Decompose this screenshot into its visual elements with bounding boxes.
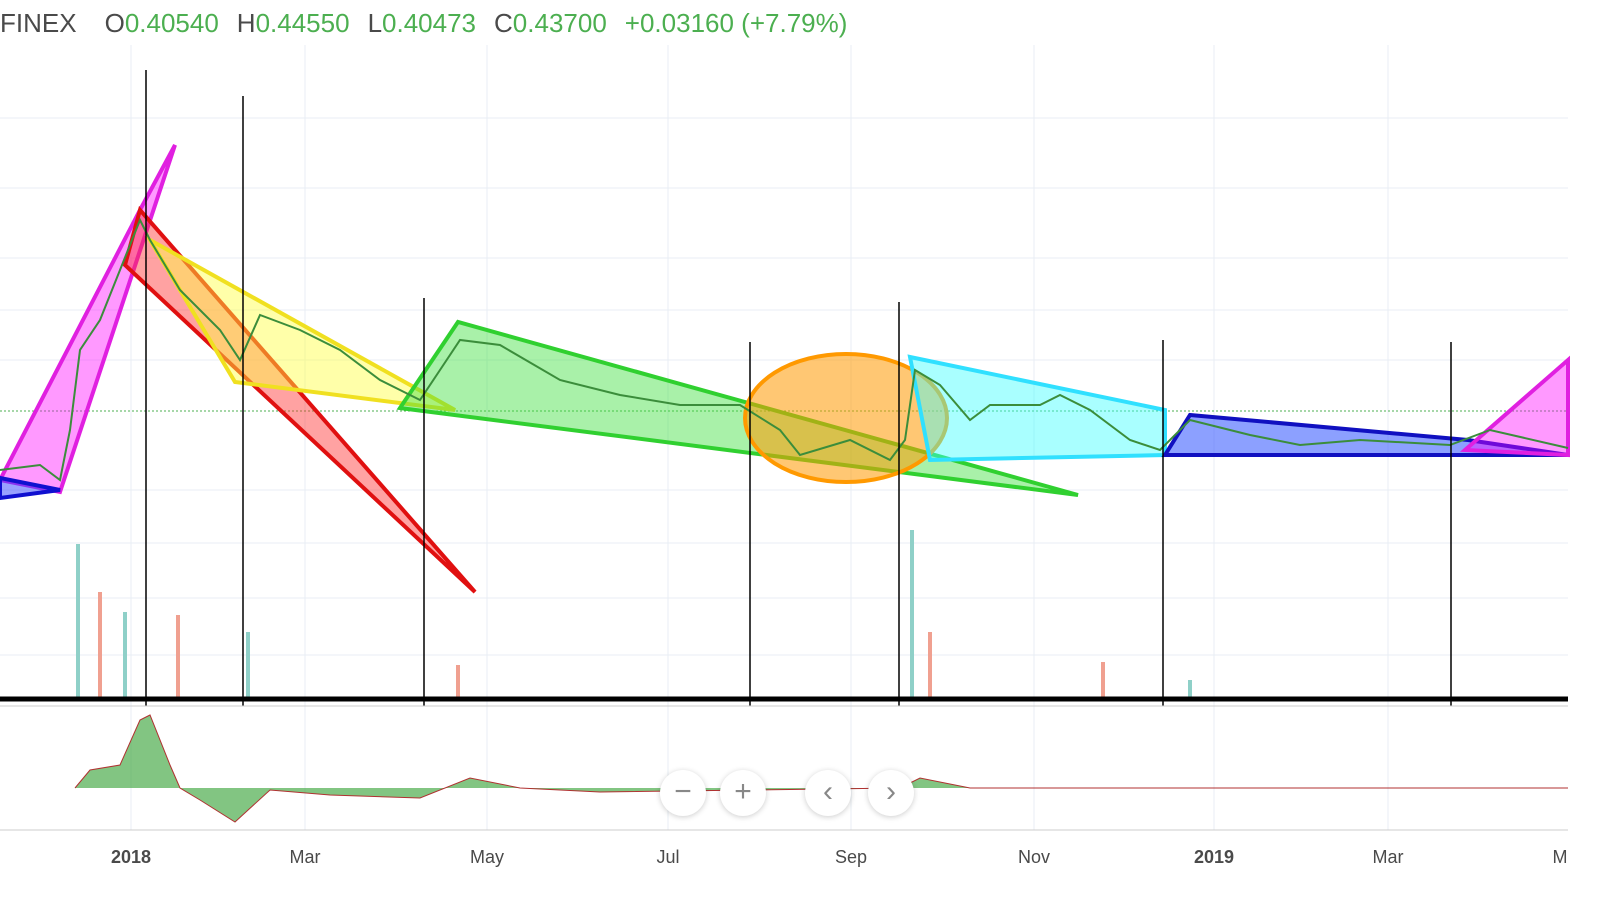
time-label: Mar xyxy=(1373,847,1404,867)
time-label: 2018 xyxy=(111,847,151,867)
price-path xyxy=(0,217,1569,482)
time-label: Mar xyxy=(290,847,321,867)
ohlc-value: 0.44550 xyxy=(255,8,350,38)
time-label: Nov xyxy=(1018,847,1050,867)
header-text: H xyxy=(236,8,256,38)
time-label: Sep xyxy=(835,847,867,867)
ohlc-value: +0.03160 (+7.79%) xyxy=(624,8,848,38)
time-label: M xyxy=(1553,847,1568,867)
header-text: O xyxy=(104,8,125,38)
header-text: FINEX xyxy=(0,8,77,38)
volume xyxy=(76,530,1192,698)
time-label: May xyxy=(470,847,504,867)
time-label: 2019 xyxy=(1194,847,1234,867)
scroll-left-button[interactable]: ‹ xyxy=(805,770,851,816)
header-text: L xyxy=(367,8,383,38)
scroll-right-button[interactable]: › xyxy=(868,770,914,816)
drawings xyxy=(0,144,1570,594)
legend-header: FINEX O0.40540 H0.44550 L0.40473 C0.43700 +0.… xyxy=(0,8,847,39)
time-axis: 2018 Mar May Jul Sep Nov 2019 Mar M xyxy=(111,847,1568,867)
time-label: Jul xyxy=(656,847,679,867)
zoom-in-button[interactable]: + xyxy=(720,770,766,816)
vertical-markers xyxy=(145,70,1452,706)
zoom-out-button[interactable]: − xyxy=(660,770,706,816)
ohlc-value: 0.40473 xyxy=(382,8,477,38)
header-text: C xyxy=(494,8,513,38)
ohlc-value: 0.40540 xyxy=(124,8,219,38)
ohlc-value: 0.43700 xyxy=(512,8,607,38)
